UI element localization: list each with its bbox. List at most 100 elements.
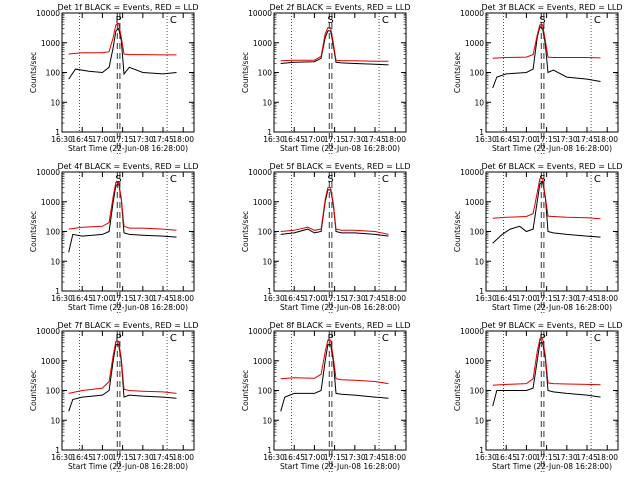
- mode-marker: C: [594, 174, 601, 185]
- panel-det-3f: Det 3f BLACK = Events, RED = LLD S C 1 10 100…: [453, 3, 623, 154]
- x-tick-label: 16:30: [51, 135, 73, 144]
- x-tick-label: 17:45: [364, 294, 386, 303]
- series-line-events: [280, 189, 389, 237]
- y-tick-label: 1: [267, 287, 272, 296]
- y-tick-label: 10000: [36, 9, 60, 18]
- x-axis-label: Start Time (22-Jun-08 16:28:00): [492, 303, 612, 312]
- series-line-events: [280, 344, 389, 412]
- y-tick-label: 1000: [465, 198, 484, 207]
- series-line-events: [68, 344, 177, 412]
- y-axis-label: Counts/sec: [29, 370, 38, 411]
- y-tick-label: 100: [46, 387, 61, 396]
- mode-marker: S: [327, 174, 333, 185]
- mode-marker: C: [170, 333, 177, 344]
- x-tick-label: 17:15: [324, 453, 346, 462]
- x-tick-label: 17:45: [152, 294, 174, 303]
- y-tick-label: 10: [50, 416, 60, 425]
- x-tick-label: 18:00: [596, 135, 618, 144]
- x-tick-label: 16:30: [263, 135, 285, 144]
- x-tick-label: 18:00: [384, 294, 406, 303]
- x-tick-label: 16:30: [263, 294, 285, 303]
- x-axis-label: Start Time (22-Jun-08 16:28:00): [68, 144, 188, 153]
- x-tick-label: 16:30: [51, 294, 73, 303]
- series-line-events: [492, 181, 601, 244]
- panel-title: Det 9f BLACK = Events, RED = LLD: [481, 321, 622, 330]
- x-tick-label: 17:15: [536, 294, 558, 303]
- x-tick-label: 17:00: [92, 453, 114, 462]
- x-tick-label: 17:15: [112, 294, 134, 303]
- y-axis-label: Counts/sec: [241, 52, 250, 93]
- x-tick-label: 17:15: [324, 135, 346, 144]
- mode-marker: S: [115, 174, 121, 185]
- x-tick-label: 18:00: [172, 294, 194, 303]
- series-line-lld: [68, 181, 177, 231]
- y-axis-label: Counts/sec: [241, 211, 250, 252]
- y-tick-label: 1: [267, 446, 272, 455]
- y-axis-label: Counts/sec: [453, 52, 462, 93]
- y-axis-label: Counts/sec: [241, 370, 250, 411]
- x-axis-label: Start Time (22-Jun-08 16:28:00): [492, 462, 612, 471]
- y-tick-label: 1: [479, 128, 484, 137]
- x-axis-label: Start Time (22-Jun-08 16:28:00): [280, 462, 400, 471]
- x-tick-label: 18:00: [596, 294, 618, 303]
- panel-det-4f: Det 4f BLACK = Events, RED = LLD S C 1 10 100…: [29, 162, 199, 313]
- y-tick-label: 10: [474, 257, 484, 266]
- y-tick-label: 1000: [465, 357, 484, 366]
- series-line-lld: [68, 22, 177, 56]
- y-tick-label: 1: [55, 128, 60, 137]
- x-tick-label: 17:00: [304, 294, 326, 303]
- x-tick-label: 17:00: [304, 135, 326, 144]
- x-tick-label: 17:45: [576, 135, 598, 144]
- panel-det-1f: Det 1f BLACK = Events, RED = LLD P C 1 10 100…: [29, 3, 199, 154]
- series-line-events: [492, 342, 601, 407]
- y-tick-label: 1000: [253, 39, 272, 48]
- mode-marker: P: [116, 333, 122, 344]
- x-tick-label: 16:30: [51, 453, 73, 462]
- x-tick-label: 17:45: [576, 294, 598, 303]
- x-tick-label: 17:45: [152, 453, 174, 462]
- mode-marker: C: [594, 15, 601, 26]
- x-tick-label: 17:30: [344, 135, 366, 144]
- y-tick-label: 10000: [460, 9, 484, 18]
- series-line-events: [68, 182, 177, 253]
- x-tick-label: 17:30: [556, 294, 578, 303]
- x-axis-label: Start Time (22-Jun-08 16:28:00): [280, 144, 400, 153]
- y-tick-label: 10000: [248, 327, 272, 336]
- mode-marker: C: [170, 174, 177, 185]
- x-tick-label: 17:00: [516, 294, 538, 303]
- x-axis-label: Start Time (22-Jun-08 16:28:00): [280, 303, 400, 312]
- y-axis-label: Counts/sec: [453, 370, 462, 411]
- mode-marker: S: [539, 15, 545, 26]
- x-tick-label: 17:15: [536, 453, 558, 462]
- x-tick-label: 17:15: [112, 453, 134, 462]
- x-axis-label: Start Time (22-Jun-08 16:28:00): [68, 303, 188, 312]
- x-tick-label: 17:15: [324, 294, 346, 303]
- x-tick-label: 16:45: [283, 294, 305, 303]
- x-tick-label: 16:30: [263, 453, 285, 462]
- y-tick-label: 10000: [460, 168, 484, 177]
- mode-marker: C: [170, 15, 177, 26]
- series-line-lld: [492, 178, 601, 220]
- y-tick-label: 10: [50, 257, 60, 266]
- x-tick-label: 17:30: [344, 294, 366, 303]
- series-line-events: [492, 25, 601, 89]
- series-line-lld: [280, 339, 389, 385]
- x-tick-label: 17:30: [556, 135, 578, 144]
- y-tick-label: 100: [46, 69, 61, 78]
- x-tick-label: 17:15: [536, 135, 558, 144]
- mode-marker: S: [327, 15, 333, 26]
- series-line-lld: [280, 187, 389, 235]
- x-tick-label: 16:45: [71, 294, 93, 303]
- y-tick-label: 100: [258, 387, 273, 396]
- panel-det-5f: Det 5f BLACK = Events, RED = LLD S C 1 10 100…: [241, 162, 411, 313]
- x-tick-label: 17:00: [92, 294, 114, 303]
- y-tick-label: 1: [479, 287, 484, 296]
- x-tick-label: 17:30: [132, 135, 154, 144]
- series-line-events: [68, 27, 177, 80]
- y-tick-label: 1: [55, 446, 60, 455]
- x-tick-label: 17:45: [364, 135, 386, 144]
- x-tick-label: 17:45: [364, 453, 386, 462]
